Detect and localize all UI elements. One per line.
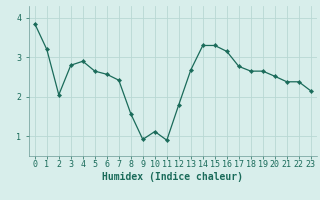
X-axis label: Humidex (Indice chaleur): Humidex (Indice chaleur) [102, 172, 243, 182]
